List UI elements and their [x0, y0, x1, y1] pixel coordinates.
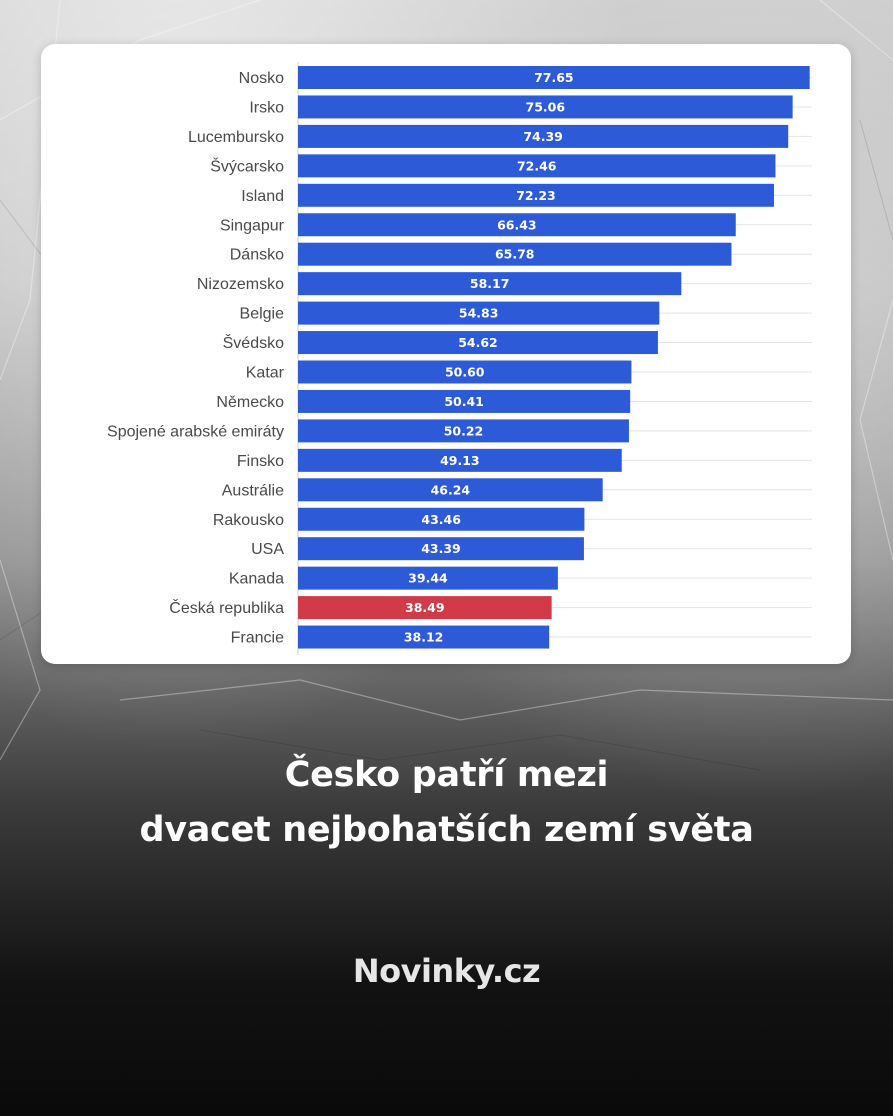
- value-label: 46.24: [431, 482, 471, 497]
- chart-card: Nosko 77.65 Irsko 75.06 Lucembursko 74.39 Švýc…: [41, 44, 851, 664]
- value-label: 72.46: [517, 158, 557, 173]
- category-label: Spojené arabské emiráty: [107, 423, 284, 440]
- bar-4: [298, 183, 774, 207]
- bar-2: [298, 124, 789, 148]
- value-label: 49.13: [440, 453, 480, 468]
- bar-8: [298, 301, 660, 325]
- bar-7: [298, 272, 682, 296]
- value-label: 39.44: [408, 571, 448, 586]
- headline: Česko patří mezi dvacet nejbohatších zem…: [0, 748, 893, 858]
- headline-line-1: Česko patří mezi: [284, 755, 609, 795]
- category-label: Finsko: [237, 453, 284, 470]
- category-label: Lucembursko: [188, 129, 284, 146]
- value-label: 75.06: [526, 99, 566, 114]
- value-label: 74.39: [523, 129, 563, 144]
- bar-6: [298, 242, 732, 266]
- category-label: Island: [241, 188, 284, 205]
- category-label: Irsko: [249, 99, 284, 116]
- bar-14: [298, 478, 603, 502]
- value-label: 38.49: [405, 600, 445, 615]
- bar-5: [298, 213, 736, 237]
- category-label: Švédsko: [223, 333, 284, 352]
- value-label: 50.22: [444, 423, 484, 438]
- bar-chart: Nosko 77.65 Irsko 75.06 Lucembursko 74.39 Švýc…: [107, 62, 812, 655]
- category-label: Česká republika: [169, 598, 284, 617]
- value-label: 77.65: [534, 70, 574, 85]
- category-label: Francie: [231, 630, 284, 647]
- value-label: 43.46: [421, 512, 461, 527]
- category-label: Dánsko: [230, 247, 284, 264]
- bar-15: [298, 507, 585, 531]
- value-label: 50.41: [444, 394, 484, 409]
- category-label: Nosko: [239, 70, 284, 87]
- value-label: 38.12: [404, 630, 444, 645]
- headline-line-2: dvacet nejbohatších zemí světa: [139, 810, 754, 850]
- bar-17: [298, 566, 558, 590]
- value-label: 66.43: [497, 217, 537, 232]
- category-label: Kanada: [229, 571, 284, 588]
- value-label: 72.23: [516, 188, 556, 203]
- bar-16: [298, 537, 584, 561]
- category-label: Austrálie: [222, 482, 284, 499]
- bar-0: [298, 66, 810, 89]
- bar-10: [298, 360, 632, 384]
- category-label: Belgie: [240, 306, 285, 323]
- bar-18: [298, 596, 552, 620]
- value-label: 54.62: [458, 335, 498, 350]
- category-label: Německo: [216, 394, 284, 411]
- bar-12: [298, 419, 629, 443]
- value-label: 54.83: [459, 306, 499, 321]
- category-label: USA: [251, 541, 284, 558]
- category-label: Nizozemsko: [197, 276, 284, 293]
- bar-19: [298, 625, 550, 649]
- value-label: 58.17: [470, 276, 510, 291]
- value-label: 43.39: [421, 541, 461, 556]
- category-label: Katar: [246, 365, 285, 382]
- category-label: Rakousko: [213, 512, 284, 529]
- value-label: 65.78: [495, 247, 535, 262]
- bar-13: [298, 448, 622, 472]
- bar-11: [298, 389, 631, 413]
- bar-9: [298, 331, 658, 355]
- brand-logo-text: Novinky.cz: [352, 952, 541, 990]
- bar-3: [298, 154, 776, 178]
- bar-1: [298, 95, 793, 119]
- value-label: 50.60: [445, 365, 485, 380]
- category-label: Švýcarsko: [210, 156, 284, 175]
- category-label: Singapur: [220, 217, 285, 234]
